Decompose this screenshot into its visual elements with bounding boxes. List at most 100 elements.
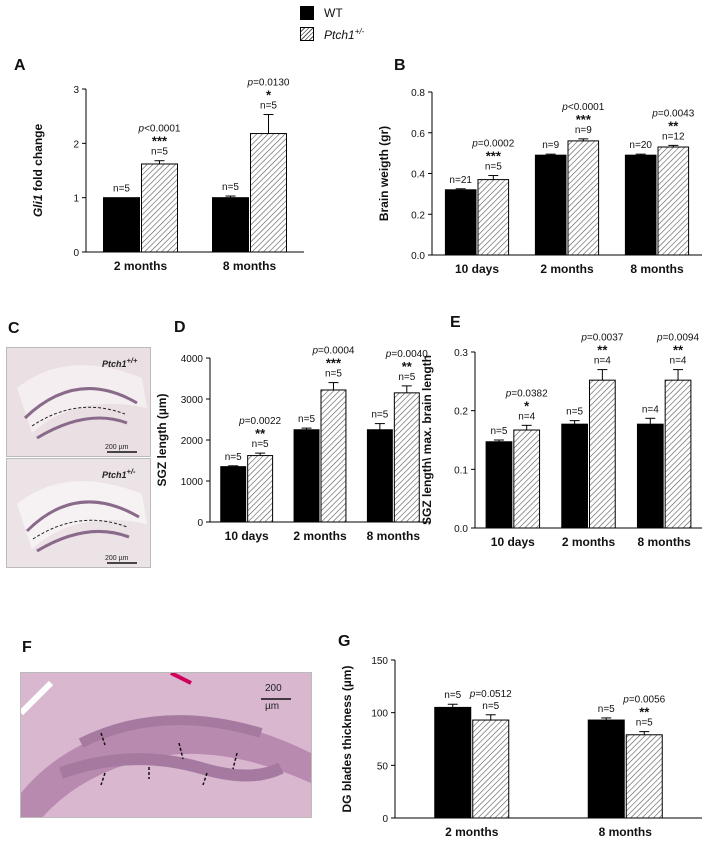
p-value-label: p=0.0094 (656, 333, 699, 344)
y-axis-label-text: Brain weigth (gr) (377, 126, 391, 221)
n-label-wt: n=20 (629, 140, 652, 151)
y-axis-label: SGZ length (µm) (155, 394, 169, 487)
p-value-number: <0.0001 (568, 102, 605, 113)
bar-wt-2 (366, 429, 393, 523)
chart-b: B 0.0 0.2 0.4 0.6 0.8 Brain weigth (gr) n=21 n=5… (377, 57, 702, 276)
p-value-symbol: p (138, 124, 145, 135)
y-tick-label: 2 (73, 139, 79, 150)
scale-bar-label-bottom: 200 µm (105, 555, 129, 562)
y-tick-label: 0.0 (454, 524, 468, 535)
n-label-wt: n=5 (298, 414, 315, 425)
y-tick-label: 0.3 (454, 348, 468, 359)
y-tick-label: 0 (197, 518, 203, 529)
bar-ptch-0 (141, 163, 178, 253)
significance-stars: *** (486, 149, 502, 164)
n-label-ptch: n=5 (482, 701, 499, 712)
y-tick-label: 0 (73, 248, 79, 259)
bar-ptch-1 (625, 734, 663, 819)
y-tick-label: 0.1 (454, 465, 468, 476)
n-label-ptch: n=5 (252, 439, 269, 450)
n-label-ptch: n=4 (670, 356, 687, 367)
histology-image-dentate-gyrus: 200 µm (20, 672, 312, 818)
p-value-label: p=0.0130 (247, 78, 290, 89)
p-value-label: p=0.0004 (311, 346, 354, 357)
p-value-number: =0.0056 (629, 695, 666, 706)
p-value-number: =0.0043 (658, 108, 695, 119)
n-label-ptch: n=12 (662, 131, 685, 142)
n-label-wt: n=5 (598, 704, 615, 715)
bar-wt-2 (636, 423, 664, 529)
p-value-symbol: p (471, 139, 478, 150)
p-value-symbol: p (505, 388, 512, 399)
panel-letter-e: E (450, 314, 461, 331)
bar-ptch-2 (657, 146, 690, 256)
bar-wt-1 (534, 154, 567, 256)
bar-ptch-0 (513, 429, 541, 529)
n-label-wt: n=5 (113, 184, 130, 195)
p-value-number: =0.0037 (587, 333, 624, 344)
p-value-label: p=0.0037 (580, 333, 623, 344)
legend-swatch-ptch (300, 27, 314, 41)
y-tick-label: 50 (377, 761, 389, 772)
n-label-ptch: n=5 (485, 162, 502, 173)
p-value-label: p=0.0040 (385, 349, 428, 360)
x-category-label: 10 days (491, 535, 535, 549)
panel-letter-g: G (338, 633, 350, 650)
significance-stars: ** (673, 343, 684, 358)
significance-stars: *** (576, 112, 592, 127)
n-label-ptch: n=5 (151, 147, 168, 158)
n-label-wt: n=5 (444, 690, 461, 701)
bar-ptch-1 (320, 389, 347, 523)
hippocampus-section-ptch-wt (7, 348, 150, 456)
panel-letter-d: D (174, 319, 186, 336)
p-value-number: <0.0001 (144, 124, 181, 135)
y-tick-label: 0.4 (411, 170, 425, 181)
p-value-symbol: p (311, 346, 318, 357)
p-value-number: =0.0040 (391, 349, 428, 360)
n-label-ptch: n=5 (636, 718, 653, 729)
y-tick-label: 3000 (181, 395, 204, 406)
significance-stars: * (524, 398, 530, 413)
significance-stars: *** (326, 356, 342, 371)
bar-ptch-1 (589, 379, 616, 529)
y-tick-label: 0.0 (411, 251, 425, 262)
hippocampus-section-ptch-het (7, 459, 150, 567)
p-value-number: =0.0022 (245, 416, 282, 427)
y-tick-label: 4000 (181, 354, 204, 365)
significance-stars: ** (639, 705, 650, 720)
y-axis-label-text: fold change (31, 123, 45, 194)
scale-bar-label-top: 200 µm (105, 444, 129, 451)
bar-wt-1 (587, 719, 625, 819)
bar-ptch-2 (664, 379, 692, 529)
y-tick-label: 0.2 (411, 210, 425, 221)
image-genotype-label-bottom: Ptch1+/- (102, 467, 136, 480)
x-category-label: 10 days (455, 262, 499, 276)
y-tick-label: 1000 (181, 477, 204, 488)
p-value-label: p=0.0022 (238, 416, 281, 427)
y-tick-label: 0.2 (454, 407, 468, 418)
bar-wt-1 (561, 423, 588, 529)
bar-ptch-0 (472, 719, 510, 819)
n-label-wt: n=4 (642, 404, 659, 415)
bar-wt-0 (434, 706, 472, 819)
significance-stars: ** (597, 343, 608, 358)
p-value-label: p=0.0056 (622, 695, 665, 706)
y-tick-label: 1 (73, 194, 79, 205)
bar-wt-1 (293, 429, 320, 523)
p-value-symbol: p (561, 102, 568, 113)
y-tick-label: 100 (371, 709, 388, 720)
y-tick-label: 3 (73, 85, 79, 96)
n-label-wt: n=9 (542, 140, 559, 151)
bar-wt-1 (212, 197, 249, 253)
y-tick-label: 0.6 (411, 129, 425, 140)
panel-letter-b: B (394, 57, 406, 74)
bar-wt-2 (624, 154, 657, 256)
y-tick-label: 0.8 (411, 88, 425, 99)
p-value-symbol: p (469, 689, 476, 700)
bar-wt-0 (103, 197, 140, 253)
n-label-ptch: n=5 (398, 372, 415, 383)
n-label-wt: n=5 (566, 407, 583, 418)
